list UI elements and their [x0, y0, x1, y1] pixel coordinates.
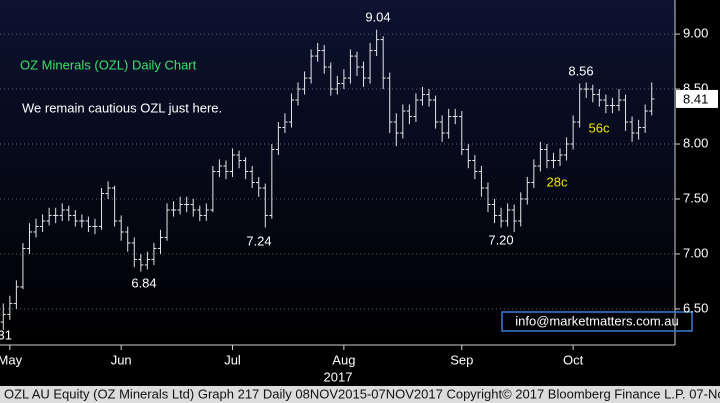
footer-strip: [0, 386, 720, 403]
annotation: 7.20: [488, 232, 513, 247]
annotation: 9.04: [365, 9, 390, 24]
y-tick-label: 8.00: [683, 135, 708, 150]
last-price-label: 8.41: [683, 91, 708, 106]
x-tick-label: Jun: [111, 352, 132, 367]
watermark-box: [501, 311, 693, 332]
annotation: 6.84: [131, 275, 156, 290]
last-price-box: [676, 89, 718, 108]
annotation: 7.24: [246, 233, 271, 248]
y-tick-label: 7.50: [683, 190, 708, 205]
bars: [0, 29, 655, 330]
x-tick-label: Oct: [563, 352, 584, 367]
footer: OZL AU Equity (OZ Minerals Ltd) Graph 21…: [4, 386, 720, 401]
plot-area: [0, 0, 675, 345]
year-label: 2017: [324, 369, 353, 384]
y-tick-label: 7.00: [683, 245, 708, 260]
x-tick-label: May: [0, 352, 23, 367]
annotation: 6.31: [0, 327, 12, 342]
y-tick-label: 9.00: [683, 26, 708, 41]
chart-title: OZ Minerals (OZL) Daily Chart: [20, 57, 197, 72]
y-tick-label: 6.50: [683, 300, 708, 315]
annotation: 56c: [589, 120, 610, 135]
chart-subtitle: We remain cautious OZL just here.: [22, 100, 222, 115]
x-tick-label: Aug: [332, 352, 355, 367]
x-tick-label: Sep: [450, 352, 473, 367]
annotations: 9.04 6.84 7.24 7.20 8.56 6.31 28c 56c: [0, 9, 610, 342]
grid: [0, 33, 675, 310]
x-tick-label: Jul: [224, 352, 241, 367]
annotation: 28c: [547, 174, 568, 189]
watermark: info@marketmatters.com.au: [515, 313, 678, 328]
annotation: 8.56: [568, 63, 593, 78]
